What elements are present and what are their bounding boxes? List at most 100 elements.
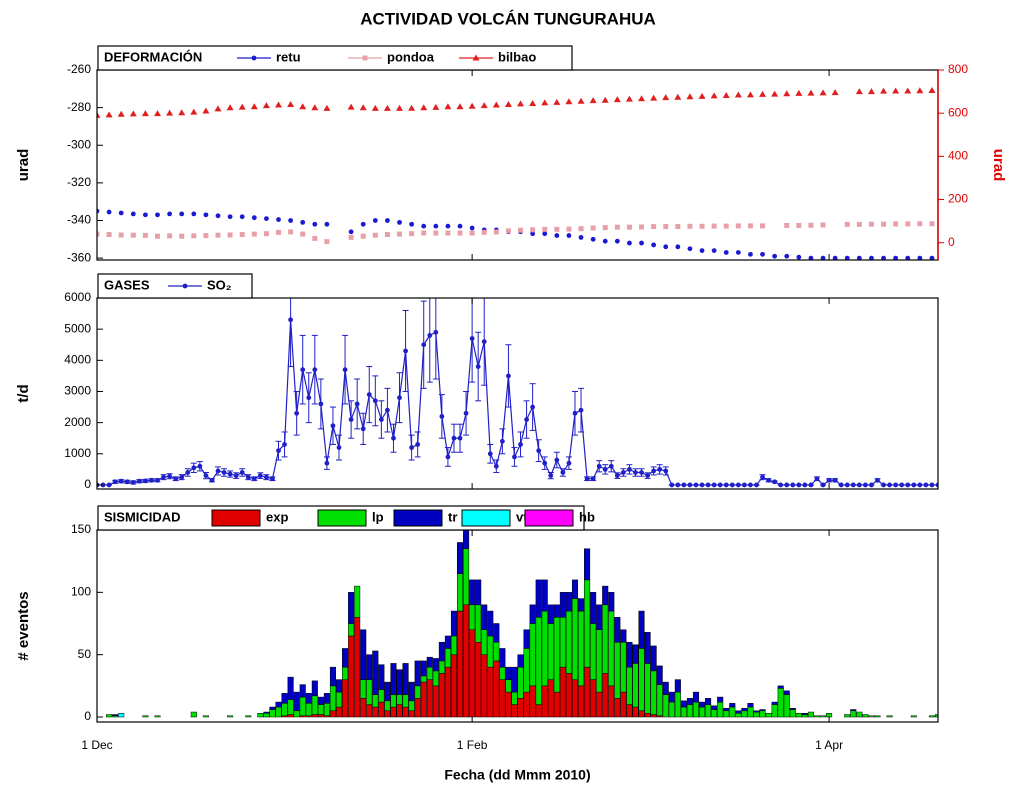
x-axis-label: Fecha (dd Mmm 2010) xyxy=(444,767,590,783)
marker xyxy=(215,468,221,474)
bar-segment xyxy=(396,704,403,718)
marker xyxy=(191,233,197,239)
bar-segment xyxy=(112,714,119,717)
marker xyxy=(639,240,644,246)
y-tick-label: -340 xyxy=(67,213,91,227)
bar-segment xyxy=(608,610,615,687)
marker xyxy=(524,417,529,422)
marker xyxy=(867,88,875,95)
bar-segment xyxy=(390,706,397,718)
marker xyxy=(917,255,923,260)
marker xyxy=(300,367,306,373)
marker xyxy=(472,54,480,61)
bar-segment xyxy=(571,598,579,680)
marker xyxy=(735,250,741,255)
bar-segment xyxy=(535,579,542,618)
marker xyxy=(191,465,197,471)
marker xyxy=(674,93,682,100)
marker xyxy=(590,236,596,242)
marker xyxy=(463,410,469,416)
marker xyxy=(675,224,681,230)
bar-segment xyxy=(928,715,935,718)
marker xyxy=(409,221,415,227)
bar-segment xyxy=(420,675,427,683)
legend-label: lp xyxy=(372,509,384,524)
marker xyxy=(178,109,186,116)
marker xyxy=(729,482,735,488)
marker xyxy=(722,91,730,98)
bar-segment xyxy=(547,604,554,624)
legend-swatch xyxy=(393,509,443,527)
marker xyxy=(287,101,295,108)
marker xyxy=(167,473,173,479)
marker xyxy=(444,103,452,110)
marker xyxy=(251,231,257,237)
marker xyxy=(880,87,888,94)
marker xyxy=(312,221,318,227)
marker xyxy=(282,442,287,447)
bar-segment xyxy=(372,706,379,718)
marker xyxy=(613,96,621,103)
bar-segment xyxy=(438,641,445,662)
bar-segment xyxy=(432,685,439,718)
marker xyxy=(112,479,118,485)
marker xyxy=(766,477,771,483)
y2-tick-label: 400 xyxy=(948,149,968,163)
marker xyxy=(711,223,717,229)
marker xyxy=(469,225,475,231)
marker xyxy=(372,218,378,223)
marker xyxy=(360,426,366,432)
marker xyxy=(542,460,548,466)
marker xyxy=(421,230,427,236)
bar-segment xyxy=(275,706,282,718)
marker xyxy=(385,218,390,223)
marker xyxy=(506,373,511,379)
bar-segment xyxy=(650,670,657,715)
marker xyxy=(590,225,596,231)
bar-segment xyxy=(596,629,603,693)
marker xyxy=(554,226,560,232)
marker xyxy=(899,482,905,488)
marker xyxy=(512,454,517,460)
bar-segment xyxy=(414,698,421,718)
bar-segment xyxy=(559,592,566,618)
marker xyxy=(578,407,584,413)
marker xyxy=(723,482,729,488)
marker xyxy=(362,55,368,61)
bar-segment xyxy=(426,656,433,668)
y-tick-label: 2000 xyxy=(64,415,91,429)
marker xyxy=(795,89,803,96)
marker xyxy=(717,482,723,488)
marker xyxy=(221,470,227,475)
marker xyxy=(130,480,136,485)
bar-segment xyxy=(577,598,585,612)
marker xyxy=(481,339,487,345)
marker xyxy=(518,442,523,447)
marker xyxy=(844,255,850,260)
marker xyxy=(155,212,160,218)
marker xyxy=(808,255,814,260)
plot-area xyxy=(97,298,938,488)
bar-segment xyxy=(656,665,663,685)
marker xyxy=(97,231,100,237)
bar-segment xyxy=(402,694,409,708)
marker xyxy=(881,482,886,488)
marker xyxy=(832,477,838,483)
bar-segment xyxy=(801,714,808,718)
marker xyxy=(203,233,209,239)
bar-segment xyxy=(390,663,397,695)
marker xyxy=(257,473,263,479)
bar-segment xyxy=(529,604,536,624)
marker xyxy=(627,240,632,246)
bar-segment xyxy=(469,579,476,606)
bar-segment xyxy=(850,710,857,718)
bar-segment xyxy=(759,710,766,718)
bar-segment xyxy=(329,685,336,712)
marker xyxy=(746,91,754,98)
marker xyxy=(638,95,646,102)
bar-segment xyxy=(638,648,645,712)
marker xyxy=(711,248,717,253)
marker xyxy=(378,417,384,422)
legend-label: bilbao xyxy=(498,49,536,64)
